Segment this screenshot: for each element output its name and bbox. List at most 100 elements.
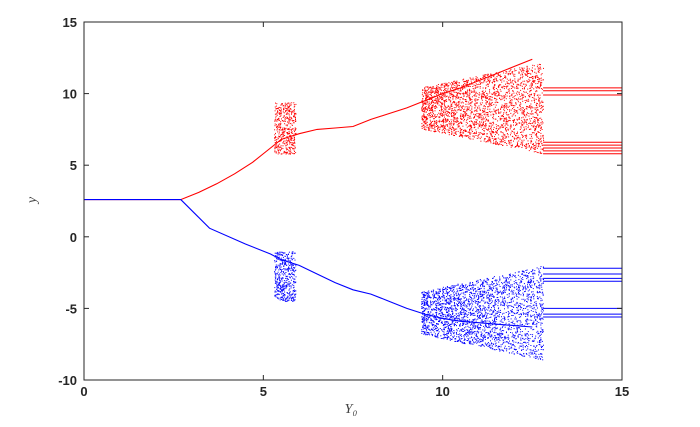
scatter-point: [515, 146, 516, 147]
scatter-point: [474, 293, 476, 295]
scatter-point: [434, 88, 436, 89]
scatter-point: [469, 132, 471, 134]
scatter-point: [432, 91, 434, 93]
scatter-point: [440, 317, 442, 319]
scatter-point: [459, 286, 461, 288]
scatter-point: [443, 100, 445, 102]
scatter-point: [505, 77, 507, 79]
scatter-point: [286, 149, 288, 150]
scatter-point: [530, 328, 532, 330]
scatter-point: [278, 293, 280, 295]
scatter-point: [523, 325, 525, 327]
scatter-point: [289, 273, 290, 275]
scatter-point: [440, 335, 442, 337]
scatter-point: [522, 136, 524, 138]
scatter-point: [445, 99, 447, 101]
scatter-point: [463, 135, 465, 137]
scatter-point: [424, 291, 425, 293]
scatter-point: [534, 148, 536, 150]
scatter-point: [523, 107, 524, 109]
scatter-point: [508, 119, 510, 121]
scatter-point: [480, 305, 482, 307]
scatter-point: [530, 118, 532, 119]
scatter-point: [432, 321, 434, 323]
scatter-point: [484, 111, 486, 112]
scatter-point: [510, 279, 512, 281]
scatter-point: [511, 101, 513, 103]
scatter-point: [530, 140, 532, 142]
scatter-point: [295, 132, 297, 134]
scatter-point: [474, 104, 476, 106]
scatter-point: [449, 287, 451, 289]
scatter-point: [287, 152, 288, 154]
scatter-point: [442, 121, 444, 122]
scatter-point: [458, 103, 460, 105]
scatter-point: [423, 121, 425, 122]
scatter-point: [519, 316, 521, 318]
scatter-point: [521, 117, 523, 119]
scatter-point: [429, 322, 431, 324]
scatter-point: [278, 265, 280, 267]
scatter-point: [274, 295, 276, 297]
scatter-point: [542, 303, 544, 305]
scatter-point: [482, 133, 484, 135]
scatter-point: [508, 140, 510, 142]
scatter-point: [499, 320, 501, 322]
scatter-point: [489, 108, 491, 110]
scatter-point: [492, 143, 494, 145]
scatter-point: [525, 74, 527, 76]
scatter-point: [295, 282, 297, 284]
scatter-point: [275, 281, 277, 283]
scatter-point: [448, 295, 450, 297]
scatter-point: [498, 108, 499, 110]
scatter-point: [276, 284, 278, 286]
scatter-point: [506, 304, 508, 306]
scatter-point: [538, 314, 540, 316]
scatter-point: [499, 78, 501, 80]
scatter-point: [514, 95, 516, 97]
scatter-point: [283, 140, 285, 142]
scatter-point: [438, 293, 440, 294]
scatter-point: [508, 329, 510, 331]
scatter-point: [279, 276, 281, 278]
scatter-point: [425, 303, 427, 305]
scatter-point: [424, 103, 426, 105]
scatter-point: [504, 77, 505, 78]
scatter-point: [424, 92, 426, 94]
scatter-point: [496, 327, 498, 329]
scatter-point: [446, 299, 447, 301]
scatter-point: [477, 330, 479, 332]
scatter-point: [276, 126, 278, 128]
scatter-point: [287, 105, 288, 107]
scatter-point: [453, 333, 455, 335]
scatter-point: [509, 326, 511, 328]
scatter-point: [491, 335, 493, 337]
scatter-point: [281, 118, 282, 120]
scatter-point: [500, 124, 502, 126]
scatter-point: [526, 71, 527, 73]
scatter-point: [293, 139, 295, 141]
scatter-point: [460, 122, 462, 124]
scatter-point: [504, 95, 506, 97]
scatter-point: [511, 95, 513, 97]
scatter-point: [279, 126, 281, 128]
scatter-point: [523, 88, 525, 89]
scatter-point: [541, 292, 543, 294]
scatter-point: [429, 98, 431, 100]
scatter-point: [525, 121, 527, 123]
scatter-point: [440, 85, 442, 87]
scatter-point: [457, 318, 459, 319]
scatter-point: [510, 73, 511, 75]
scatter-point: [280, 284, 282, 286]
scatter-point: [441, 106, 443, 108]
scatter-point: [525, 274, 527, 276]
scatter-point: [483, 124, 484, 126]
scatter-point: [511, 311, 512, 313]
scatter-point: [462, 79, 464, 81]
scatter-point: [446, 297, 448, 299]
scatter-point: [291, 111, 293, 113]
scatter-point: [288, 273, 290, 275]
scatter-point: [446, 124, 448, 126]
scatter-point: [293, 134, 295, 136]
scatter-point: [278, 133, 280, 135]
